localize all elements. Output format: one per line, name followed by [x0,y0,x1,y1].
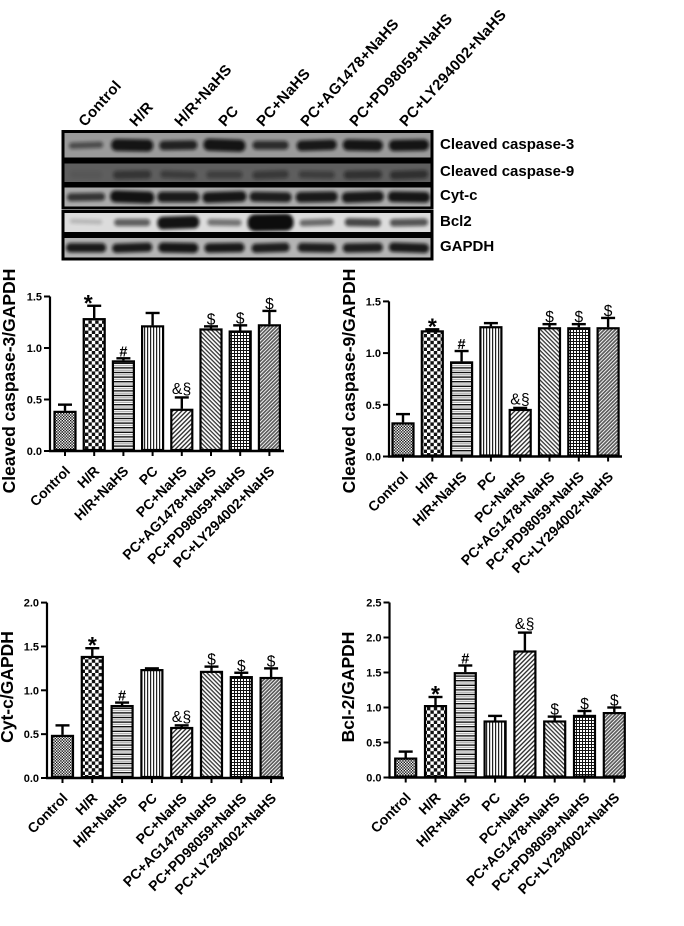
svg-text:#: # [461,652,469,668]
svg-text:1.5: 1.5 [24,641,39,653]
svg-text:Control: Control [367,789,414,836]
svg-text:&§: &§ [172,709,192,726]
svg-text:$: $ [267,653,276,670]
svg-text:1.5: 1.5 [366,296,381,308]
svg-text:Cyt-c/GAPDH: Cyt-c/GAPDH [0,631,17,743]
svg-text:0.5: 0.5 [24,729,39,741]
svg-text:2.0: 2.0 [366,633,381,645]
svg-text:1.0: 1.0 [366,703,381,715]
svg-text:Control: Control [365,468,412,515]
svg-text:Cleaved caspase-3/GAPDH: Cleaved caspase-3/GAPDH [0,269,19,494]
svg-text:#: # [458,337,466,353]
svg-text:$: $ [550,702,559,719]
svg-text:1.0: 1.0 [24,685,39,697]
svg-text:H/R+NaHS: H/R+NaHS [409,468,470,529]
svg-text:0.0: 0.0 [27,446,42,458]
svg-text:*: * [428,313,437,339]
svg-text:$: $ [610,693,619,710]
svg-text:$: $ [207,652,216,669]
svg-text:$: $ [580,696,589,713]
svg-text:2.5: 2.5 [366,598,381,610]
svg-text:H/R+NaHS: H/R+NaHS [71,463,132,524]
svg-text:0.0: 0.0 [24,773,39,785]
svg-text:Control: Control [24,790,71,837]
svg-text:1.5: 1.5 [27,292,42,304]
svg-text:#: # [119,344,127,360]
svg-text:&§: &§ [510,391,530,408]
svg-text:Bcl-2/GAPDH: Bcl-2/GAPDH [342,632,358,743]
svg-text:0.0: 0.0 [366,773,381,785]
svg-text:Control: Control [27,463,74,510]
svg-text:*: * [84,290,93,316]
svg-text:$: $ [574,309,583,326]
svg-text:1.0: 1.0 [27,343,42,355]
svg-text:2.0: 2.0 [24,598,39,610]
svg-text:&§: &§ [515,616,535,633]
svg-text:0.5: 0.5 [27,395,42,407]
svg-text:1.5: 1.5 [366,668,381,680]
svg-text:0.5: 0.5 [366,400,381,412]
svg-text:$: $ [604,303,613,320]
svg-text:#: # [118,689,126,705]
svg-text:0.0: 0.0 [366,452,381,464]
svg-text:*: * [431,681,440,707]
svg-text:Cleaved caspase-9/GAPDH: Cleaved caspase-9/GAPDH [342,269,359,494]
svg-text:&§: &§ [172,381,192,398]
svg-text:*: * [88,632,97,658]
svg-text:$: $ [207,311,216,328]
svg-text:$: $ [236,310,245,327]
svg-text:$: $ [237,658,246,675]
svg-text:0.5: 0.5 [366,738,381,750]
svg-text:$: $ [265,296,274,313]
svg-text:1.0: 1.0 [366,348,381,360]
svg-text:$: $ [545,309,554,326]
